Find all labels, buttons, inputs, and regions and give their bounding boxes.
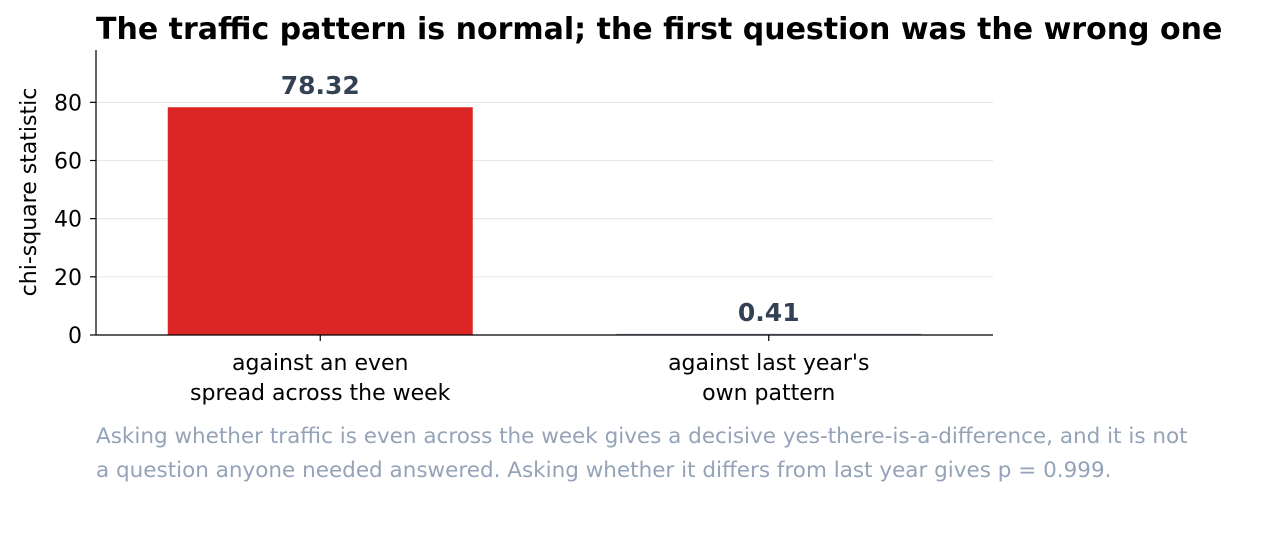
x-tick-label-line: own pattern [702,381,835,406]
chart-title: The traffic pattern is normal; the first… [96,12,1222,47]
chart-caption: Asking whether traffic is even across th… [96,424,1188,483]
y-tick-label: 80 [54,91,82,116]
ticks: 0 20 40 60 80 against an even spread across th… [54,91,869,406]
y-tick-label: 0 [68,324,82,349]
x-tick-label-line: spread across the week [190,381,451,406]
data-label: 78.32 [281,71,360,100]
chart: The traffic pattern is normal; the first… [17,12,1222,406]
y-tick-label: 40 [54,208,82,233]
x-tick-label: against last year's own pattern [668,351,869,406]
y-axis-label: chi-square statistic [17,88,42,297]
data-label: 0.41 [738,298,800,327]
y-tick-label: 60 [54,150,82,175]
y-tick-label: 20 [54,266,82,291]
axes [95,50,993,336]
value-labels: 78.32 0.41 [281,71,800,327]
x-tick-label: against an even spread across the week [190,351,451,406]
x-tick-label-line: against an even [232,351,409,376]
x-tick-label-line: against last year's [668,351,869,376]
bars [167,107,922,335]
bar [167,107,473,335]
